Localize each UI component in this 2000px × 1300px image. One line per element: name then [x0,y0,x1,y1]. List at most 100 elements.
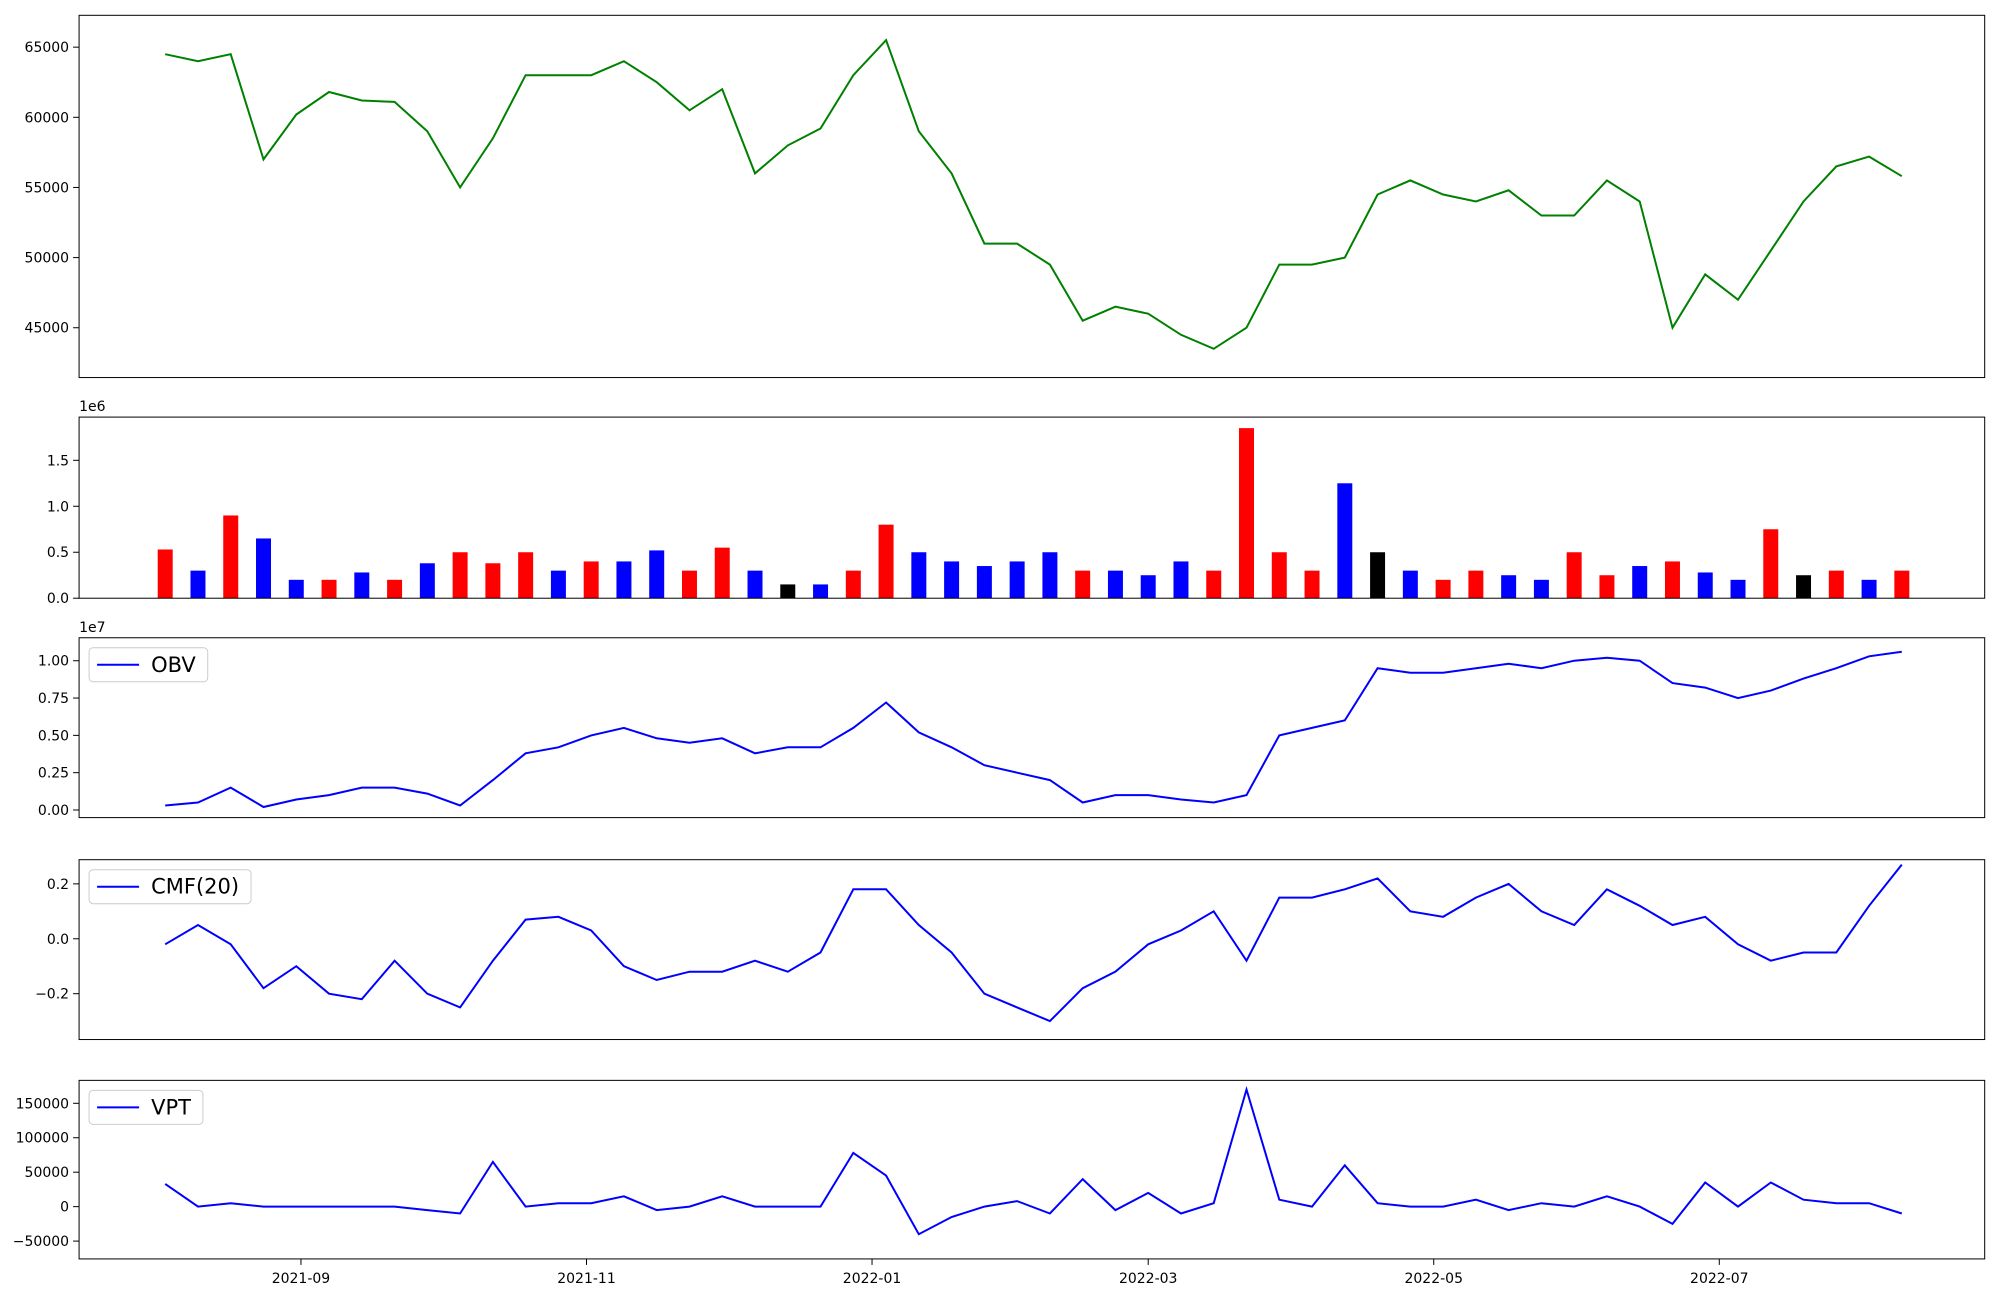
bar [157,549,173,599]
y-tick-label: 0 [60,1200,69,1216]
bar [1206,570,1222,599]
x-tick-label: 2022-01 [843,1271,902,1287]
offset-text: 1e7 [79,620,105,636]
bar [780,584,796,599]
bar [485,563,501,599]
x-tick-label: 2022-03 [1119,1271,1178,1287]
bar [1140,575,1156,599]
bar [1697,572,1713,599]
y-tick-label: 60000 [25,110,70,126]
bar [1566,552,1582,599]
bar [1828,570,1844,599]
bar [1501,575,1517,599]
bar [354,572,370,599]
bar [387,579,403,599]
bar [1763,529,1779,599]
y-tick-label: 0.75 [38,691,69,707]
bar [190,570,206,599]
x-tick-label: 2022-07 [1690,1271,1749,1287]
line [164,863,1903,1023]
y-tick-label: 0.0 [47,932,69,948]
bar [1468,570,1484,599]
bar [681,570,697,599]
bar [911,552,927,599]
bar [1009,561,1025,599]
bar [1664,561,1680,599]
y-tick-label: 0.5 [47,545,69,561]
axes-frame [78,1079,1986,1260]
legend-box [88,869,252,905]
y-tick-label: 0.00 [38,803,69,819]
bar [583,561,599,599]
bar [1796,575,1812,599]
bar [1075,570,1091,599]
bar [550,570,566,599]
bar [1632,566,1648,599]
legend-label: VPT [151,1095,191,1119]
bar [1337,483,1353,599]
y-tick-label: 0.2 [47,877,69,893]
bar [813,584,829,599]
bar [976,566,992,599]
y-tick-label: 50000 [25,251,70,267]
bar [256,538,272,599]
bar [1402,570,1418,599]
bar [714,547,730,599]
bar [321,579,337,599]
legend-label: OBV [151,653,196,677]
y-tick-label: 50000 [25,1165,70,1181]
axes-frame [78,14,1986,379]
y-tick-label: 55000 [25,180,70,196]
bar [419,563,435,599]
bar [1370,552,1386,599]
legend-box [88,1089,204,1125]
bar [1042,552,1058,599]
bar [616,561,632,599]
bar [288,579,304,599]
y-tick-label: −0.2 [35,987,69,1003]
line [165,650,1902,809]
bar [649,550,665,599]
bar [452,552,468,599]
y-tick-label: 0.0 [47,591,69,607]
bar [1730,579,1746,599]
bar [1107,570,1123,599]
axes-frame [78,637,1986,819]
bar [1304,570,1320,599]
y-tick-label: 1.5 [47,453,69,469]
y-tick-label: 0.50 [38,728,69,744]
bar [223,515,239,599]
x-tick-label: 2022-05 [1404,1271,1463,1287]
x-tick-label: 2021-09 [272,1271,331,1287]
bar [944,561,960,599]
offset-text: 1e6 [79,399,106,415]
bar [518,552,534,599]
bar [1861,579,1877,599]
bar [747,570,763,599]
bar [1239,428,1254,599]
bar [878,524,894,599]
axes-frame [78,416,1986,599]
y-tick-label: 0.25 [38,766,69,782]
bar [1533,579,1549,599]
y-tick-label: 100000 [16,1131,69,1147]
y-tick-label: 1.00 [38,654,69,670]
bar [1894,570,1910,599]
y-tick-label: −50000 [13,1234,69,1250]
line [164,1085,1903,1236]
bar [1271,552,1287,599]
bar [1435,579,1451,599]
x-tick-label: 2021-11 [557,1271,616,1287]
y-tick-label: 1.0 [47,499,69,515]
axes-frame [78,859,1986,1041]
line [164,38,1903,350]
y-tick-label: 65000 [25,40,70,56]
bar [845,570,861,599]
legend-label: CMF(20) [151,875,239,899]
y-tick-label: 150000 [16,1096,69,1112]
y-tick-label: 45000 [25,321,70,337]
legend-box [88,647,209,683]
bar [1173,561,1189,599]
